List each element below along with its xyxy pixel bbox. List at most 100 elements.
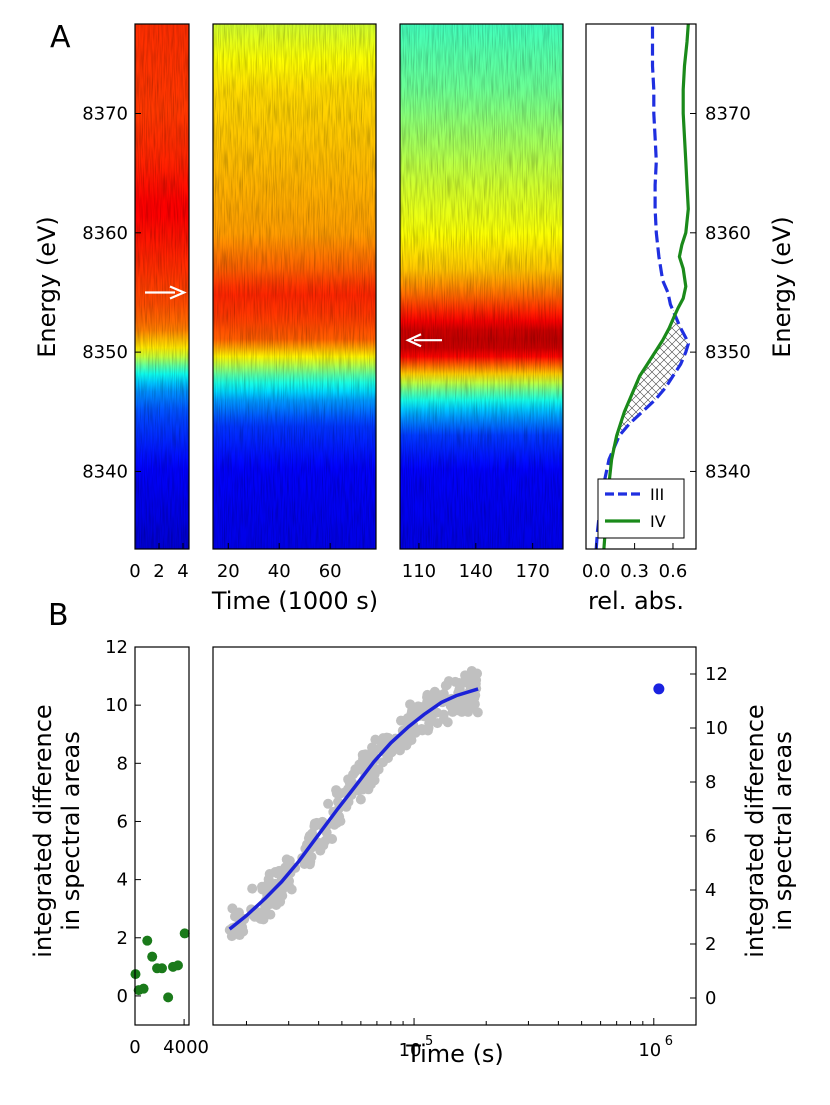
heatmap-noise-late [400,24,563,549]
early-data-point [138,983,149,994]
scatter-ylabel-line2: in spectral areas [57,731,85,931]
measured-data-point [335,816,346,827]
heatmap-x-tick-label: 140 [459,561,493,582]
log-y-tick-label: 4 [705,880,716,901]
panel-label-a: A [50,20,71,55]
scatter-xlabel: Time (s) [405,1040,504,1068]
measured-data-point [274,868,285,879]
heatmap-x-tick-label: 20 [217,561,240,582]
early-y-tick-label: 6 [117,811,128,832]
heatmap-xlabel: Time (1000 s) [211,587,378,615]
measured-data-point [470,678,481,689]
spectra-x-tick-label: 0.3 [620,561,649,582]
legend: III IV [597,478,685,539]
heatmap-noise-early [135,24,189,549]
heatmap-frame-late [399,23,564,550]
log-y-tick-label: 8 [705,772,716,793]
legend-iii-label: III [650,485,664,504]
heatmap-x-tick-label: 0 [129,561,140,582]
measured-data-point [323,798,334,809]
measured-data-point [265,909,276,920]
measured-data-point [469,692,480,703]
spectra-x-tick-label: 0.6 [659,561,688,582]
measured-data-point [442,717,453,728]
measured-data-point [359,780,370,791]
early-x-tick-label: 0 [129,1037,140,1058]
difference-hatch-area [616,310,689,436]
measured-data-point [350,764,361,775]
measured-data-point [355,794,366,805]
measured-data-point [423,723,434,734]
spectra-panel: III IV 0.0 0.3 0.6 [582,23,697,582]
heatmap-x-tick-label: 110 [402,561,436,582]
early-data-point [147,951,158,962]
early-data-point [142,935,153,946]
early-y-tick-label: 0 [117,986,128,1007]
log-x-tick-exponent: 6 [665,1034,673,1049]
spectra-y-tick-label: 8350 [705,342,751,363]
early-data-point [172,960,183,971]
measured-data-point [270,890,281,901]
spectra-y-tick-label: 8370 [705,103,751,124]
measured-data-point [407,705,418,716]
final-data-point [653,683,665,695]
measured-data-point [231,911,242,922]
measured-data-point [277,885,288,896]
spectra-y-tick-label: 8340 [705,461,751,482]
measured-data-point [434,690,445,701]
scatter-ylabel-right-line2: in spectral areas [769,731,797,931]
measured-data-point [432,718,443,729]
measured-data-point [304,830,315,841]
measured-data-point [309,818,320,829]
log-y-tick-label: 0 [705,988,716,1009]
heatmap-x-tick-label: 2 [153,561,164,582]
log-y-tick-label: 6 [705,826,716,847]
measured-data-point [369,775,380,786]
measured-data-point [370,734,381,745]
measured-data-point [254,912,265,923]
heatmap-x-tick-label: 40 [268,561,291,582]
scatter-ylabel-line1: integrated difference [29,704,57,957]
heatmap-y-tick-label: 8340 [82,461,128,482]
early-y-tick-label: 8 [117,753,128,774]
spectra-ticks: 0.0 0.3 0.6 [582,543,687,582]
fit-line [228,687,479,931]
arrow-left-head [405,333,422,348]
heatmap-x-tick-label: 170 [515,561,549,582]
measured-data-point [358,753,369,764]
early-data-point [179,928,190,939]
measured-data-point [265,898,276,909]
arrow-right-head [169,285,187,300]
heatmap-ylabel-right: Energy (eV) [768,216,796,358]
series-iv-line [602,23,690,550]
panel-label-b: B [48,598,69,633]
heatmap-frame-early [134,23,190,550]
measured-data-point [318,840,329,851]
heatmap-panels: 0 2 4 20 40 60 110 140 170 [129,23,564,582]
early-x-tick-label: 4000 [163,1037,209,1058]
log-x-tick-exponent: 5 [425,1034,433,1049]
log-x-tick-label: 10 [638,1040,661,1061]
measured-data-point [369,745,380,756]
early-y-tick-label: 2 [117,928,128,949]
measured-data-point [460,670,471,681]
measured-data-point [286,884,297,895]
spectra-y-tick-label: 8360 [705,223,751,244]
measured-data-point [227,903,238,914]
legend-iv-label: IV [650,512,666,531]
early-y-tick-label: 10 [105,695,128,716]
spectra-xlabel: rel. abs. [588,587,684,615]
spectra-axes-frame [585,23,697,550]
measured-data-point [321,827,332,838]
heatmap-ticks: 8340 8340 8350 8350 8360 8360 8370 8370 [82,103,751,482]
scatter-ylabel-right-line1: integrated difference [741,704,769,957]
heatmap-x-tick-label: 4 [177,561,188,582]
measured-data-point [344,778,355,789]
measured-data-point [247,883,258,894]
early-scatter-plot: 0 2 4 6 8 10 12 0 4000 [105,637,209,1058]
early-y-tick-label: 12 [105,637,128,658]
measured-data-point [468,701,479,712]
spectra-x-tick-label: 0.0 [582,561,611,582]
heatmap-x-tick-label: 60 [319,561,342,582]
